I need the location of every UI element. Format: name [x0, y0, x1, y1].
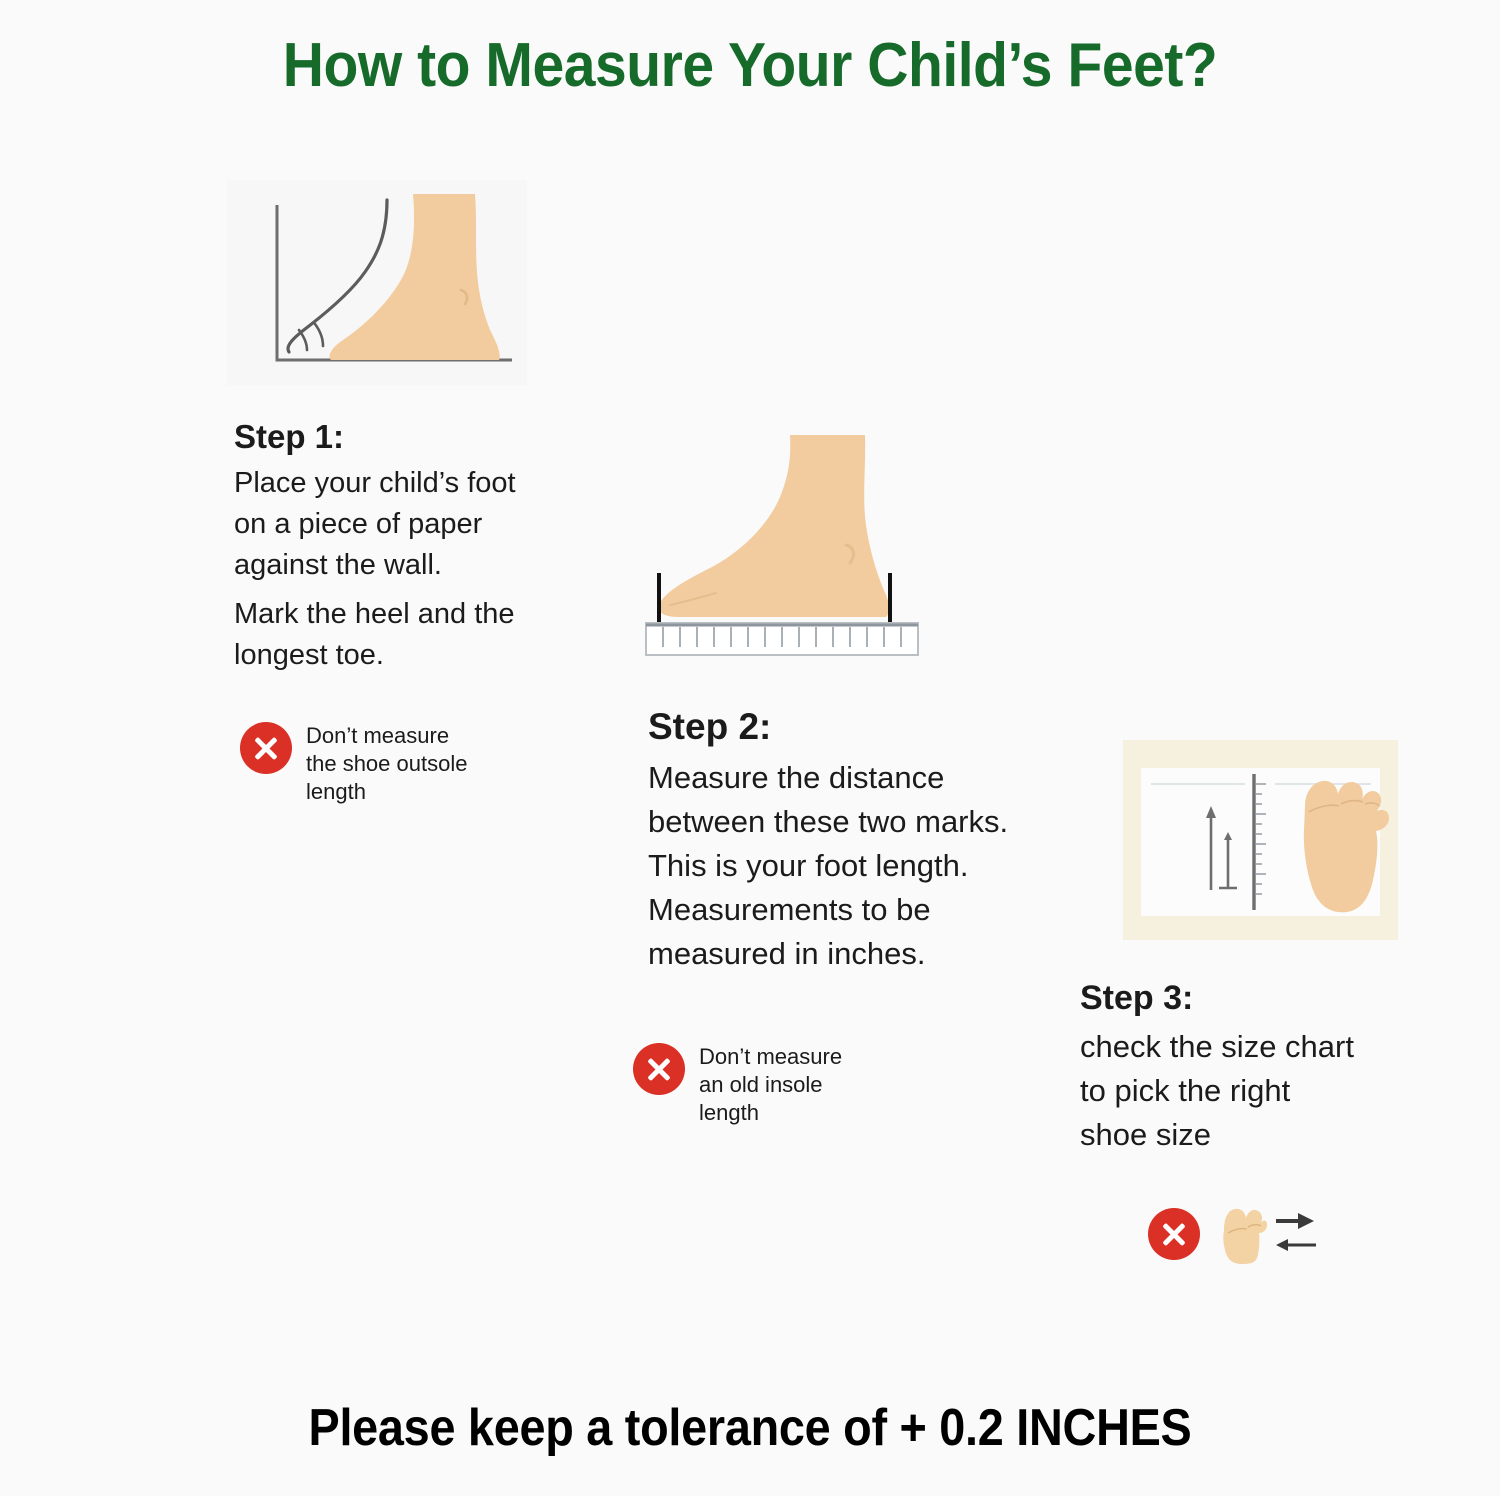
- toe-mark: [657, 573, 661, 623]
- step1-warning-text: Don’t measure the shoe outsole length: [306, 722, 467, 806]
- step1-illustration: [227, 180, 527, 385]
- step2-body-line-1: Measure the distance: [648, 760, 945, 795]
- page-title: How to Measure Your Child’s Feet?: [282, 31, 1218, 100]
- step3-body-line-2: to pick the right: [1080, 1073, 1291, 1108]
- step2-body-line-4: Measurements to be: [648, 892, 931, 927]
- arrow-right-icon: [1276, 1213, 1314, 1229]
- step3-body: check the size chart to pick the right s…: [1080, 1025, 1430, 1157]
- step1-text-block: Step 1: Place your child’s foot on a pie…: [234, 415, 564, 676]
- step1-warning: Don’t measure the shoe outsole length: [240, 722, 467, 806]
- step2-warning-text: Don’t measure an old insole length: [699, 1043, 842, 1127]
- step2-illustration: [640, 425, 930, 660]
- step3-body-line-1: check the size chart: [1080, 1029, 1354, 1064]
- small-footprint-icon: [1223, 1208, 1267, 1264]
- step2-body: Measure the distance between these two m…: [648, 756, 1078, 976]
- step1-body-line-2: on a piece of paper: [234, 508, 483, 540]
- step2-warning-line-2: an old insole: [699, 1072, 823, 1097]
- step3-body-line-3: shoe size: [1080, 1117, 1211, 1152]
- step1-body-line-4: Mark the heel and the: [234, 598, 515, 630]
- arrow-left-icon: [1276, 1239, 1316, 1251]
- heel-mark: [888, 573, 892, 623]
- foot-width-arrows-icon: [1216, 1202, 1316, 1266]
- step2-body-line-3: This is your foot length.: [648, 848, 969, 883]
- step2-warning-line-1: Don’t measure: [699, 1044, 843, 1069]
- step2-heading: Step 2:: [648, 706, 772, 747]
- red-x-circle-icon: [1148, 1208, 1200, 1260]
- step2-warning-line-3: length: [699, 1100, 759, 1125]
- step1-warning-line-2: the shoe outsole: [306, 751, 468, 776]
- side-foot-against-wall-graphic: [275, 194, 512, 362]
- red-x-circle-icon: [240, 722, 292, 774]
- step1-warning-line-1: Don’t measure: [306, 723, 450, 748]
- step1-body: Place your child’s foot on a piece of pa…: [234, 463, 564, 676]
- step3-illustration: [1123, 740, 1398, 940]
- step3-text-block: Step 3: check the size chart to pick the…: [1080, 975, 1430, 1157]
- step2-body-line-5: measured in inches.: [648, 936, 926, 971]
- step1-heading: Step 1:: [234, 418, 345, 455]
- red-x-circle-icon: [633, 1043, 685, 1095]
- side-foot-with-ruler-graphic: [645, 435, 919, 656]
- footprint-measuring-card-graphic: [1141, 768, 1389, 916]
- step1-body-line-5: longest toe.: [234, 639, 384, 671]
- step2-warning: Don’t measure an old insole length: [633, 1043, 842, 1127]
- step1-body-line-1: Place your child’s foot: [234, 467, 516, 499]
- tolerance-note: Please keep a tolerance of + 0.2 INCHES: [308, 1399, 1192, 1457]
- step1-warning-line-3: length: [306, 779, 366, 804]
- step3-heading: Step 3:: [1080, 979, 1194, 1017]
- step1-body-line-3: against the wall.: [234, 549, 442, 581]
- step3-warning: [1148, 1202, 1316, 1266]
- step2-text-block: Step 2: Measure the distance between the…: [648, 702, 1078, 976]
- step2-body-line-2: between these two marks.: [648, 804, 1009, 839]
